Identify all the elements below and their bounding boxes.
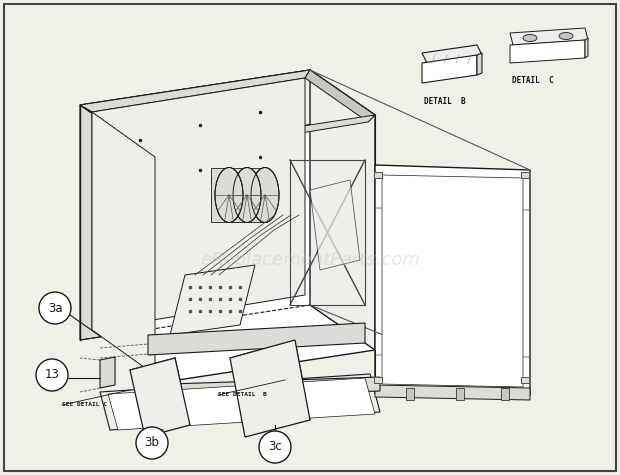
Polygon shape bbox=[92, 78, 305, 330]
Text: DETAIL  B: DETAIL B bbox=[424, 97, 466, 106]
Text: 3b: 3b bbox=[144, 437, 159, 449]
Text: SEE DETAIL C: SEE DETAIL C bbox=[62, 402, 107, 408]
Polygon shape bbox=[140, 377, 380, 399]
Polygon shape bbox=[80, 105, 155, 157]
Polygon shape bbox=[422, 45, 482, 63]
Text: eReplacementParts.com: eReplacementParts.com bbox=[200, 251, 420, 269]
Polygon shape bbox=[375, 385, 530, 400]
Polygon shape bbox=[406, 388, 414, 400]
Polygon shape bbox=[170, 265, 255, 335]
Polygon shape bbox=[305, 70, 375, 122]
Bar bbox=[374, 172, 382, 178]
Polygon shape bbox=[510, 28, 588, 45]
Text: 3c: 3c bbox=[268, 440, 282, 454]
Polygon shape bbox=[100, 357, 115, 388]
Polygon shape bbox=[130, 358, 190, 437]
Polygon shape bbox=[230, 340, 310, 437]
Polygon shape bbox=[92, 112, 155, 375]
Circle shape bbox=[259, 431, 291, 463]
Bar bbox=[521, 377, 529, 383]
Bar bbox=[521, 172, 529, 178]
Ellipse shape bbox=[215, 168, 243, 222]
Polygon shape bbox=[477, 53, 482, 75]
Polygon shape bbox=[382, 175, 523, 387]
Bar bbox=[521, 377, 529, 383]
Polygon shape bbox=[456, 388, 464, 400]
Polygon shape bbox=[310, 70, 375, 350]
Polygon shape bbox=[145, 115, 375, 385]
Text: DETAIL  C: DETAIL C bbox=[512, 76, 554, 85]
Polygon shape bbox=[108, 378, 375, 430]
Polygon shape bbox=[310, 180, 360, 270]
Polygon shape bbox=[80, 70, 310, 112]
Bar bbox=[374, 377, 382, 383]
Polygon shape bbox=[100, 374, 380, 430]
Bar bbox=[374, 377, 382, 383]
Text: SEE DETAIL  B: SEE DETAIL B bbox=[218, 392, 267, 398]
Polygon shape bbox=[80, 70, 375, 150]
Polygon shape bbox=[80, 70, 310, 340]
Polygon shape bbox=[585, 38, 588, 58]
Polygon shape bbox=[510, 40, 585, 63]
Polygon shape bbox=[375, 165, 530, 395]
Bar bbox=[521, 172, 529, 178]
Ellipse shape bbox=[559, 32, 573, 39]
Ellipse shape bbox=[251, 168, 279, 222]
Ellipse shape bbox=[523, 35, 537, 41]
Polygon shape bbox=[211, 168, 267, 222]
Text: 3a: 3a bbox=[48, 302, 63, 314]
Text: 13: 13 bbox=[45, 369, 60, 381]
Polygon shape bbox=[148, 323, 365, 355]
Ellipse shape bbox=[233, 168, 261, 222]
Polygon shape bbox=[145, 115, 375, 157]
Circle shape bbox=[136, 427, 168, 459]
Polygon shape bbox=[422, 55, 477, 83]
Circle shape bbox=[39, 292, 71, 324]
Circle shape bbox=[36, 359, 68, 391]
Polygon shape bbox=[501, 388, 509, 400]
Bar bbox=[374, 172, 382, 178]
